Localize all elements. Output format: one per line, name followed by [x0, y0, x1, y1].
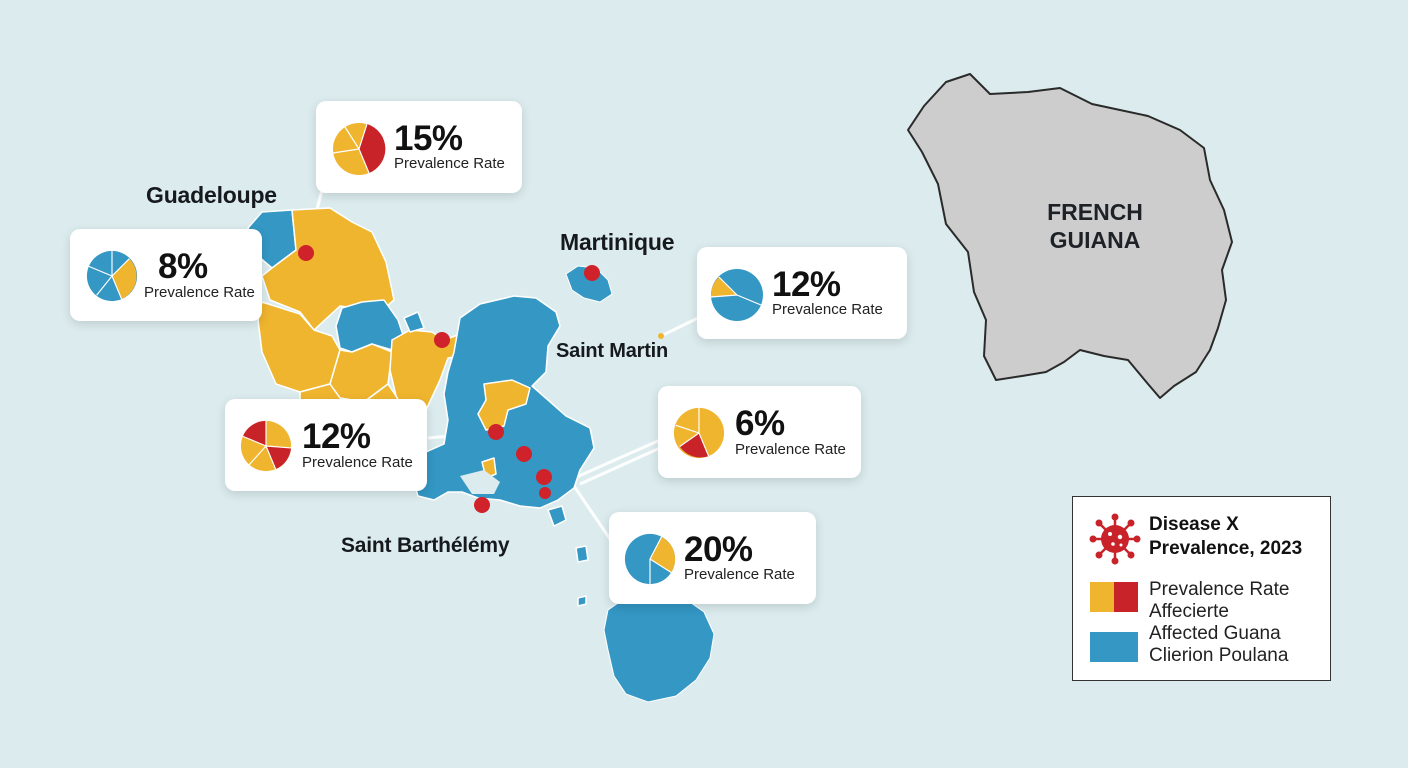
saint-barthelemy-map — [411, 295, 595, 607]
prevalence-label: Prevalence Rate — [772, 301, 883, 318]
prevalence-value: 15% — [394, 119, 463, 158]
region-label-martinique: Martinique — [560, 229, 675, 255]
pie-chart-icon — [624, 533, 676, 585]
virus-icon — [1089, 513, 1141, 565]
callout-12-guadeloupe: 12% Prevalence Rate — [225, 399, 427, 491]
hotspot-marker — [658, 333, 664, 339]
legend-swatch-yellow — [1090, 582, 1114, 612]
legend: Disease X Prevalence, 2023 Prevalence Ra… — [1072, 496, 1331, 681]
hotspot-marker — [434, 332, 450, 348]
prevalence-value: 12% — [772, 265, 841, 304]
callout-15: 15% Prevalence Rate — [316, 101, 522, 193]
pie-chart-icon — [86, 250, 138, 302]
prevalence-value: 8% — [158, 247, 208, 286]
legend-item-prevalence: Prevalence Rate Affecierte — [1149, 579, 1290, 622]
pie-chart-icon — [710, 269, 763, 321]
hotspot-markers — [298, 245, 664, 513]
prevalence-value: 20% — [684, 530, 753, 569]
legend-swatch-blue — [1090, 632, 1138, 662]
hotspot-marker — [298, 245, 314, 261]
prevalence-label: Prevalence Rate — [735, 441, 846, 458]
pie-chart-icon — [332, 123, 386, 175]
hotspot-marker — [474, 497, 490, 513]
hotspot-marker — [516, 446, 532, 462]
saint-martin-map — [603, 593, 715, 703]
callout-20: 20% Prevalence Rate — [609, 512, 816, 604]
callout-12-saint-martin: 12% Prevalence Rate — [697, 247, 907, 339]
hotspot-marker — [536, 469, 552, 485]
pie-chart-icon — [240, 420, 292, 472]
region-label-french-guiana: FRENCH GUIANA — [1047, 199, 1143, 253]
legend-swatch-red — [1114, 582, 1138, 612]
prevalence-value: 6% — [735, 404, 785, 443]
prevalence-label: Prevalence Rate — [302, 454, 413, 471]
martinique-map — [565, 265, 613, 303]
hotspot-marker — [584, 265, 600, 281]
hotspot-marker — [488, 424, 504, 440]
region-label-saint-barthelemy: Saint Barthélémy — [341, 534, 510, 557]
region-label-guadeloupe: Guadeloupe — [146, 182, 277, 208]
prevalence-label: Prevalence Rate — [144, 284, 255, 301]
pie-chart-icon — [673, 407, 725, 459]
prevalence-label: Prevalence Rate — [394, 155, 505, 172]
callout-8: 8% Prevalence Rate — [70, 229, 262, 321]
region-label-saint-martin: Saint Martin — [556, 340, 669, 362]
french-guiana-map — [907, 73, 1233, 399]
legend-title: Disease X Prevalence, 2023 — [1149, 514, 1303, 559]
callout-6: 6% Prevalence Rate — [658, 386, 861, 478]
prevalence-label: Prevalence Rate — [684, 566, 795, 583]
hotspot-marker — [539, 487, 551, 499]
legend-item-affected: Affected Guana Clierion Poulana — [1149, 623, 1289, 666]
prevalence-value: 12% — [302, 417, 371, 456]
